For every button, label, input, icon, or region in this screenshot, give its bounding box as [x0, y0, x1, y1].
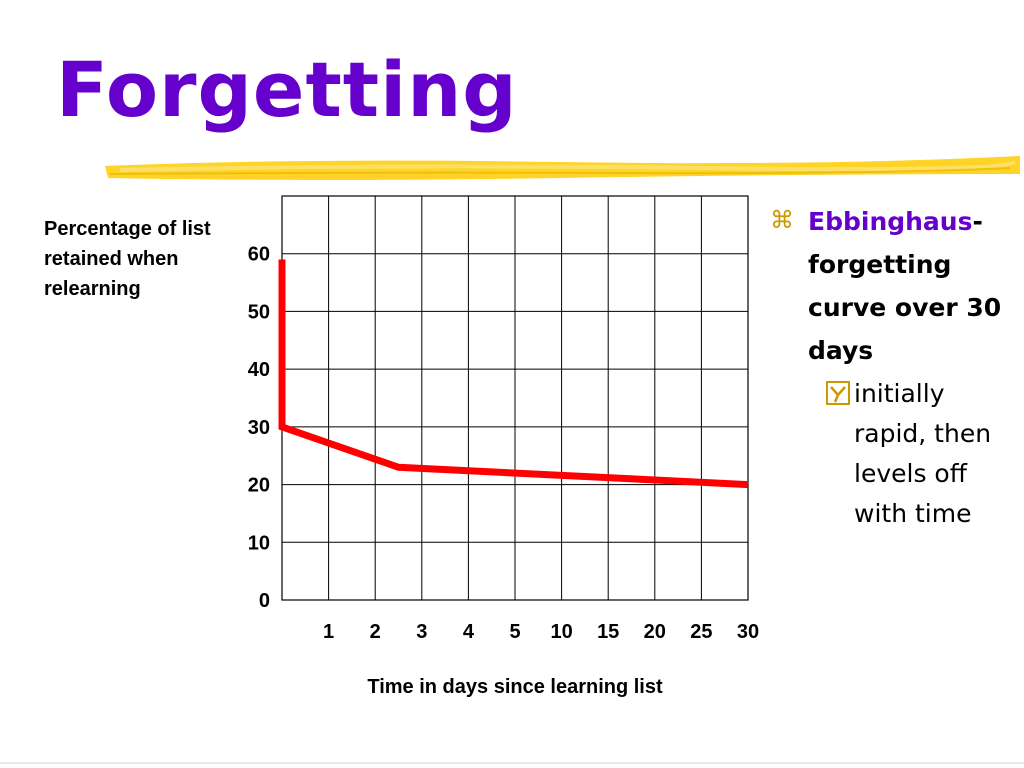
bullet-main: ⌘ Ebbinghaus- forgetting curve over 30 d…: [770, 200, 1024, 372]
bullet-list: ⌘ Ebbinghaus- forgetting curve over 30 d…: [770, 200, 1024, 534]
x-tick-label: 30: [737, 621, 759, 643]
bullet-sub: initially rapid, then levels off with ti…: [770, 374, 1024, 534]
y-axis-label: Percentage of list retained when relearn…: [44, 218, 211, 300]
x-tick-label: 20: [644, 621, 666, 643]
bottom-rule: [0, 762, 1024, 764]
slide-title: Forgetting: [56, 45, 518, 134]
x-axis-label: Time in days since learning list: [367, 676, 663, 698]
x-tick-label: 4: [463, 621, 475, 643]
y-tick-label: 10: [248, 532, 270, 554]
x-tick-label: 5: [509, 621, 520, 643]
y-tick-label: 60: [248, 244, 270, 266]
y-tick-label: 0: [259, 590, 270, 612]
x-tick-label: 2: [370, 621, 381, 643]
y-tick-label: 50: [248, 301, 270, 323]
checkbox-y-icon: [826, 381, 850, 405]
y-tick-label: 40: [248, 359, 270, 381]
brush-stroke-underline: [105, 156, 1020, 180]
y-tick-label: 20: [248, 475, 270, 497]
bullet-main-text: - forgetting curve over 30 days: [808, 207, 1002, 365]
bullet-highlight: Ebbinghaus: [808, 207, 973, 236]
x-tick-label: 25: [690, 621, 712, 643]
series-line: [278, 259, 749, 489]
x-tick-label: 1: [323, 621, 334, 643]
x-tick-label: 10: [550, 621, 572, 643]
y-tick-label: 30: [248, 417, 270, 439]
bullet-sub-text: initially rapid, then levels off with ti…: [854, 379, 992, 528]
command-icon: ⌘: [770, 206, 794, 234]
x-tick-label: 3: [416, 621, 427, 643]
x-tick-label: 15: [597, 621, 619, 643]
